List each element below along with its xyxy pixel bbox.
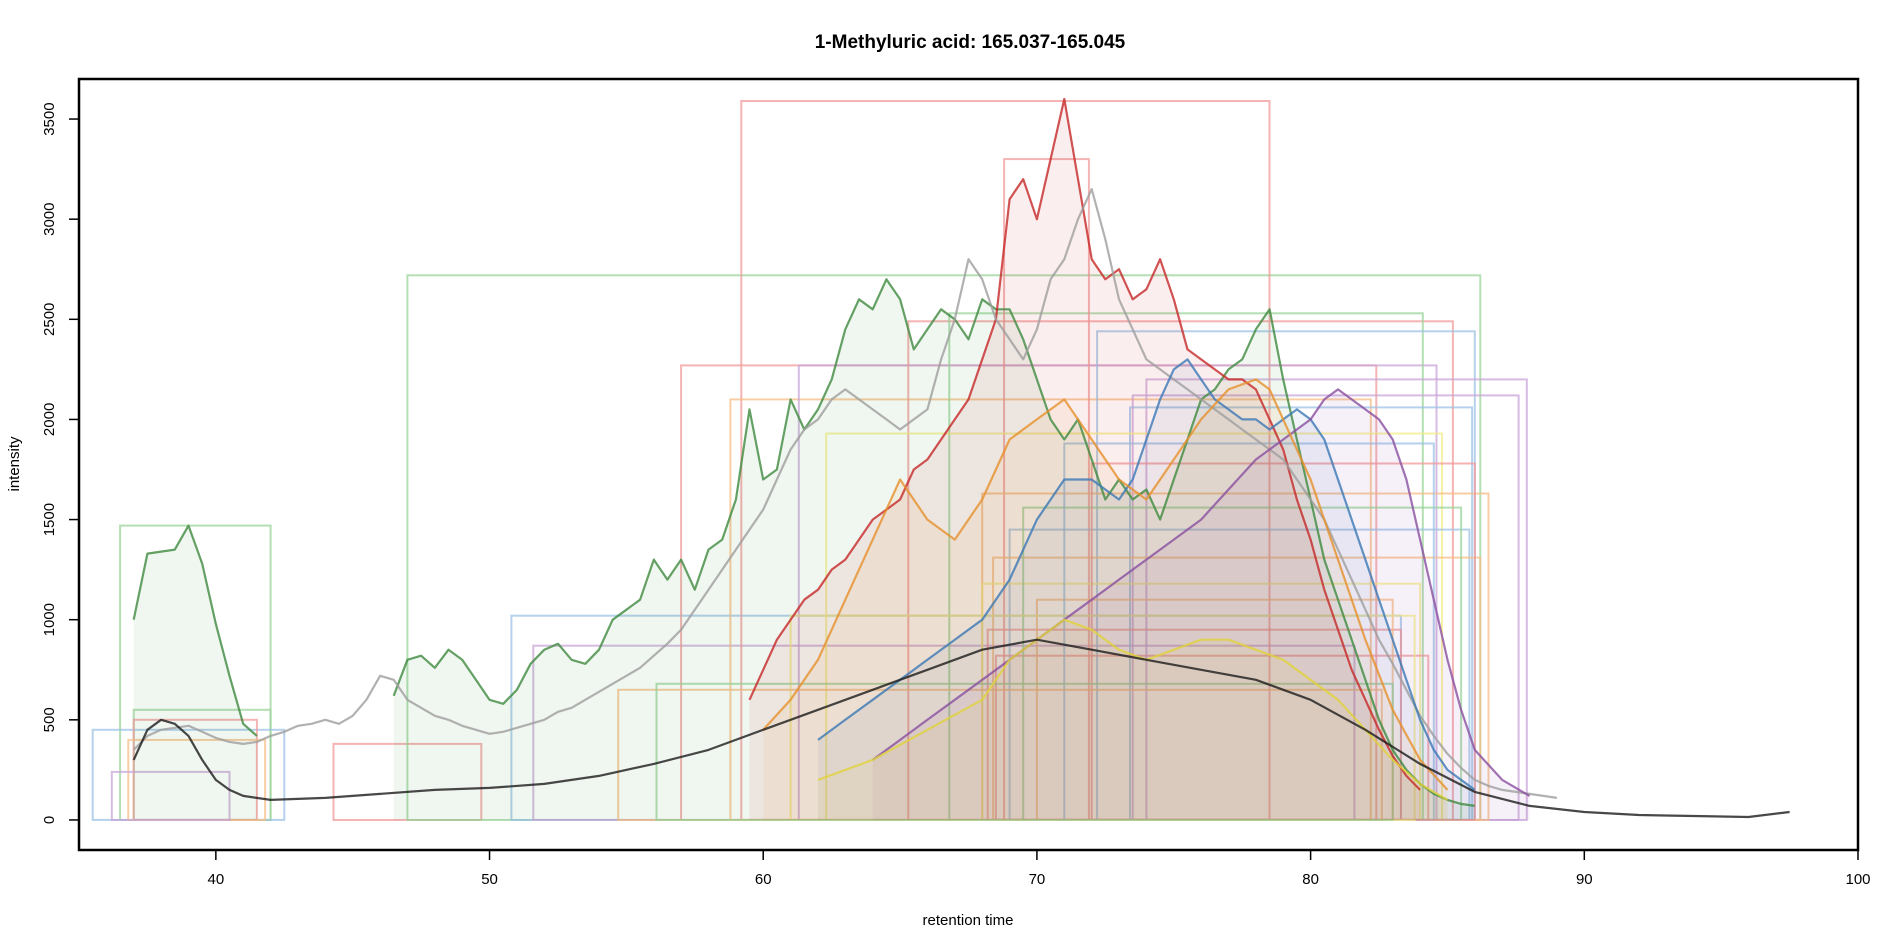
trace-line [748,97,1421,791]
trace-line [817,358,1476,791]
x-tick-label: 50 [481,871,498,888]
y-tick-label: 500 [41,707,58,732]
plot-frame [77,77,1860,852]
trace-line [132,188,1558,799]
y-tick-label: 3500 [41,102,58,135]
x-axis-label: retention time [923,912,1014,929]
x-tick-label: 40 [208,871,225,888]
x-tick-label: 70 [1029,871,1046,888]
trace-line [132,638,1790,819]
x-tick-label: 80 [1302,871,1319,888]
y-tick-label: 2000 [41,403,58,436]
y-tick-label: 1000 [41,603,58,636]
y-tick-label: 0 [41,816,58,824]
y-tick-label: 1500 [41,503,58,536]
chart-title: 1-Methyluric acid: 165.037-165.045 [815,32,1126,53]
trace-line [762,378,1449,791]
peak-box [110,770,231,822]
x-tick-label: 90 [1576,871,1593,888]
trace-line [817,618,1449,801]
trace-lines [132,97,1790,819]
x-tick-label: 100 [1845,871,1870,888]
peak-box [655,682,1394,821]
trace-line [392,278,1475,807]
trace-line [132,524,258,737]
peak-fill [763,379,1448,820]
y-tick-label: 2500 [41,303,58,336]
y-tick-label: 3000 [41,203,58,236]
peak-fill [872,389,1530,820]
y-axis-label: intensity [6,436,23,492]
y-axis: 0 500 1000 1500 2000 2500 3000 3500 [41,102,79,824]
peak-fill [133,525,257,820]
x-tick-label: 60 [755,871,772,888]
peak-fill [749,99,1421,820]
peak-fill [818,359,1475,820]
peak-fill [818,619,1448,820]
x-axis: 40 50 60 70 80 90 100 [208,850,1871,888]
peak-fills [133,99,1530,820]
